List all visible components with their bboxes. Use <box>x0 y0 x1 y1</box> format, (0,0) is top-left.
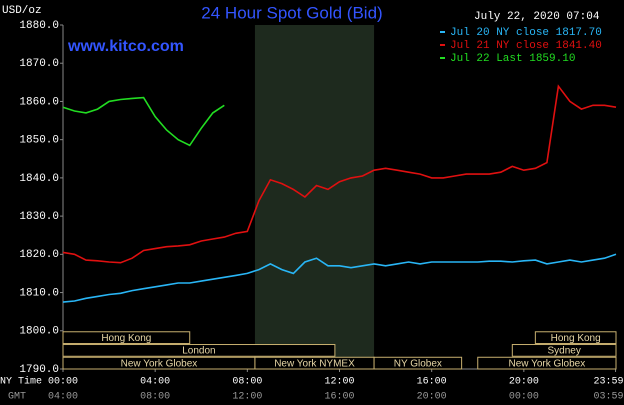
y-tick-label: 1790.0 <box>19 364 59 376</box>
watermark: www.kitco.com <box>67 38 184 55</box>
session-bar <box>477 356 617 370</box>
x2-row-label: GMT <box>8 392 26 403</box>
x2-tick-label: 03:59 <box>594 392 624 403</box>
y-tick-label: 1840.0 <box>19 173 59 185</box>
series-line <box>62 253 617 303</box>
session-bar <box>62 344 336 357</box>
x-tick-label: 04:00 <box>140 377 170 388</box>
x-row-label: NY Time <box>0 376 42 388</box>
y-tick-label: 1880.0 <box>19 20 59 32</box>
session-label: New York Globex <box>509 358 586 369</box>
session-label: New York Globex <box>121 358 198 369</box>
x-tick-label: 23:59 <box>594 377 624 388</box>
x2-tick-label: 16:00 <box>324 392 354 403</box>
x-tick-label: 08:00 <box>232 377 262 388</box>
x-tick-label: 00:00 <box>48 377 78 388</box>
x-tick-label: 20:00 <box>509 377 539 388</box>
session-label: Hong Kong <box>551 333 601 344</box>
session-label: Hong Kong <box>101 333 151 344</box>
session-label: London <box>182 346 215 357</box>
x2-tick-label: 12:00 <box>232 392 262 403</box>
session-bar <box>511 344 617 357</box>
y-tick-label: 1850.0 <box>19 135 59 147</box>
timestamp: July 22, 2020 07:04 <box>474 11 600 23</box>
session-label: New York NYMEX <box>274 358 355 369</box>
y-tick-label: 1870.0 <box>19 58 59 70</box>
session-bar <box>62 331 191 345</box>
series-line <box>62 96 225 147</box>
session-label: NY Globex <box>394 358 442 369</box>
x-tick-label: 16:00 <box>417 377 447 388</box>
legend-label: Jul 20 NY close 1817.70 <box>450 27 602 39</box>
x2-tick-label: 00:00 <box>509 392 539 403</box>
legend-label: Jul 21 NY close 1841.40 <box>450 40 602 52</box>
series-line <box>62 84 617 264</box>
x-tick-label: 12:00 <box>324 377 354 388</box>
y-tick-label: 1860.0 <box>19 96 59 108</box>
y-tick-label: 1800.0 <box>19 326 59 338</box>
legend-label: Jul 22 Last 1859.10 <box>450 53 575 65</box>
x2-tick-label: 04:00 <box>48 392 78 403</box>
x2-tick-label: 20:00 <box>417 392 447 403</box>
y-tick-label: 1830.0 <box>19 211 59 223</box>
highlight-band <box>254 25 375 369</box>
y-tick-label: 1820.0 <box>19 249 59 261</box>
y-tick-label: 1810.0 <box>19 287 59 299</box>
session-label: Sydney <box>547 346 580 357</box>
session-bar <box>373 356 463 370</box>
x2-tick-label: 08:00 <box>140 392 170 403</box>
chart-title: 24 Hour Spot Gold (Bid) <box>201 3 382 22</box>
session-bar <box>534 331 617 345</box>
y-axis-label: USD/oz <box>2 5 42 17</box>
